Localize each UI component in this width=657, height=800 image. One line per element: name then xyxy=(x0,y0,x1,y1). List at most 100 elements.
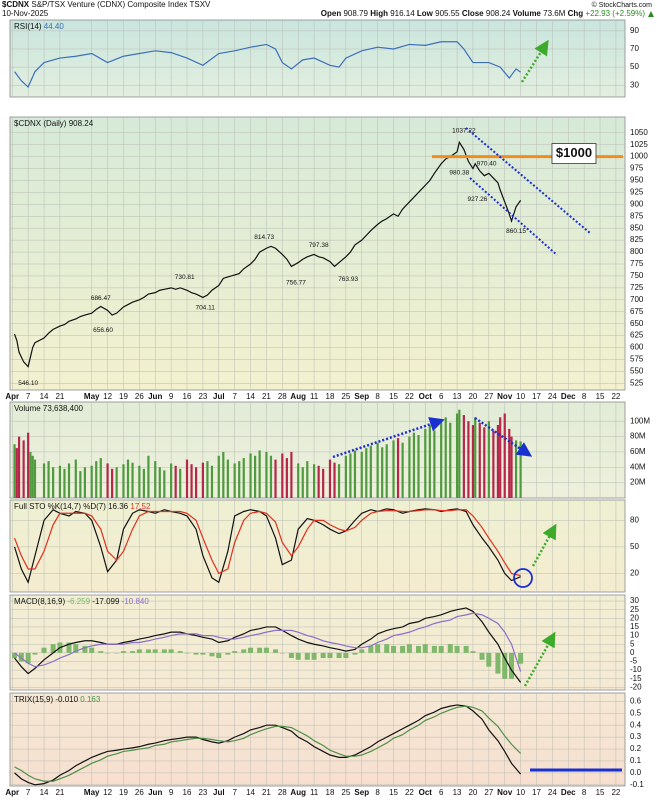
quote-value: 916.14 xyxy=(390,9,415,18)
panel-background xyxy=(9,594,626,691)
histogram-bar xyxy=(130,651,136,653)
volume-bar xyxy=(281,453,284,498)
volume-bar xyxy=(408,436,411,498)
y-tick-label: 850 xyxy=(630,223,644,232)
header: $CDNX S&P/TSX Venture (CDNX) Composite I… xyxy=(2,0,211,9)
volume-bar xyxy=(317,465,320,498)
histogram-bar xyxy=(193,652,199,655)
x-tick-label: 10 xyxy=(516,788,525,797)
volume-bar xyxy=(22,440,25,498)
volume-bar xyxy=(333,462,336,498)
y-tick-label: 5 xyxy=(630,639,635,648)
x-tick-label: 7 xyxy=(232,788,237,797)
series-line xyxy=(14,705,522,782)
panel-title-text: TRIX(15,9) xyxy=(14,695,53,704)
panel xyxy=(9,401,626,499)
panel-background xyxy=(9,692,626,787)
volume-bar xyxy=(503,413,506,498)
panel-title: Full STO %K(14,7) %D(7) 16.36 17.52 xyxy=(14,502,151,511)
volume-bar xyxy=(126,459,130,498)
histogram-bar xyxy=(136,649,142,653)
legend-value: 0.163 xyxy=(80,695,101,704)
volume-bar xyxy=(79,471,82,498)
histogram-bar xyxy=(66,642,72,653)
volume-bar xyxy=(33,459,37,498)
x-tick-label: 27 xyxy=(484,392,493,401)
y-tick-label: -5 xyxy=(630,657,638,666)
index-name: S&P/TSX Venture (CDNX) Composite Index xyxy=(31,0,187,9)
volume-bar xyxy=(365,448,368,498)
volume-bar xyxy=(269,455,273,498)
y-tick-label: 30 xyxy=(630,80,639,89)
y-tick-label: 1025 xyxy=(630,140,648,149)
histogram-bar xyxy=(486,652,492,667)
x-tick-label: 6 xyxy=(439,788,444,797)
x-tick-label: 14 xyxy=(40,392,49,401)
series-line xyxy=(14,612,522,672)
y-tick-label: 0.4 xyxy=(630,720,642,729)
x-tick-label: 7 xyxy=(26,788,31,797)
quote-label: Volume xyxy=(513,9,542,18)
volume-bar xyxy=(226,459,229,498)
panel-title: $CDNX (Daily) 908.24 xyxy=(14,119,94,128)
level-label: $1000 xyxy=(556,145,592,160)
y-tick-label: 0.2 xyxy=(630,744,642,753)
volume-bar xyxy=(440,421,443,498)
x-tick-label: 10 xyxy=(516,392,525,401)
y-tick-label: 625 xyxy=(630,331,644,340)
y-tick-label: 80 xyxy=(630,515,639,524)
volume-bar xyxy=(115,467,118,498)
series-line xyxy=(14,41,521,89)
y-tick-label: 50 xyxy=(630,62,639,71)
x-tick-label: Oct xyxy=(419,788,433,797)
price-annotation: 970.40 xyxy=(477,160,497,167)
legend-value: -6.259 xyxy=(67,597,90,606)
volume-bar xyxy=(417,435,420,498)
histogram-bar xyxy=(209,652,215,657)
y-tick-label: 525 xyxy=(630,378,644,387)
x-tick-label: 22 xyxy=(611,392,620,401)
volume-bar xyxy=(158,467,161,498)
histogram-bar xyxy=(359,649,365,653)
x-tick-label: Nov xyxy=(497,392,513,401)
volume-bar xyxy=(369,445,372,498)
quote-value: 905.55 xyxy=(435,9,460,18)
panel-background xyxy=(9,19,626,98)
volume-bar xyxy=(67,463,71,498)
histogram-bar xyxy=(495,652,501,674)
volume-bar xyxy=(396,438,400,498)
legend-value: -17.099 xyxy=(92,597,120,606)
price-annotation: 686.47 xyxy=(91,295,111,302)
x-tick-label: 24 xyxy=(548,392,557,401)
y-tick-label: 10 xyxy=(630,631,639,640)
volume-bar xyxy=(462,415,465,498)
copyright: © StockCharts.com xyxy=(592,1,653,9)
volume-bar xyxy=(474,417,477,498)
x-tick-label: 19 xyxy=(119,788,128,797)
volume-bar xyxy=(514,440,518,498)
volume-bar xyxy=(185,459,189,498)
x-tick-label: Jul xyxy=(213,392,225,401)
x-tick-label: 21 xyxy=(55,788,64,797)
price-annotation: 656.60 xyxy=(93,327,113,334)
x-tick-label: 24 xyxy=(548,788,557,797)
x-tick-label: 23 xyxy=(198,788,207,797)
x-tick-label: 16 xyxy=(183,788,192,797)
volume-bar xyxy=(131,462,134,498)
histogram-bar xyxy=(105,652,111,654)
volume-bar xyxy=(412,432,416,498)
y-tick-label: 30 xyxy=(630,596,639,605)
volume-bar xyxy=(322,468,325,498)
circle xyxy=(513,568,533,588)
volume-bar xyxy=(83,467,86,498)
x-tick-label: 8 xyxy=(375,392,380,401)
x-tick-label: 14 xyxy=(40,788,49,797)
volume-bar xyxy=(13,444,16,498)
histogram-bar xyxy=(375,644,381,653)
y-tick-label: 90 xyxy=(630,26,639,35)
date: 10-Nov-2025 xyxy=(2,9,49,18)
x-tick-label: Apr xyxy=(5,788,19,797)
histogram-bar xyxy=(415,645,421,653)
histogram-bar xyxy=(161,649,167,653)
volume-bar xyxy=(238,461,241,498)
